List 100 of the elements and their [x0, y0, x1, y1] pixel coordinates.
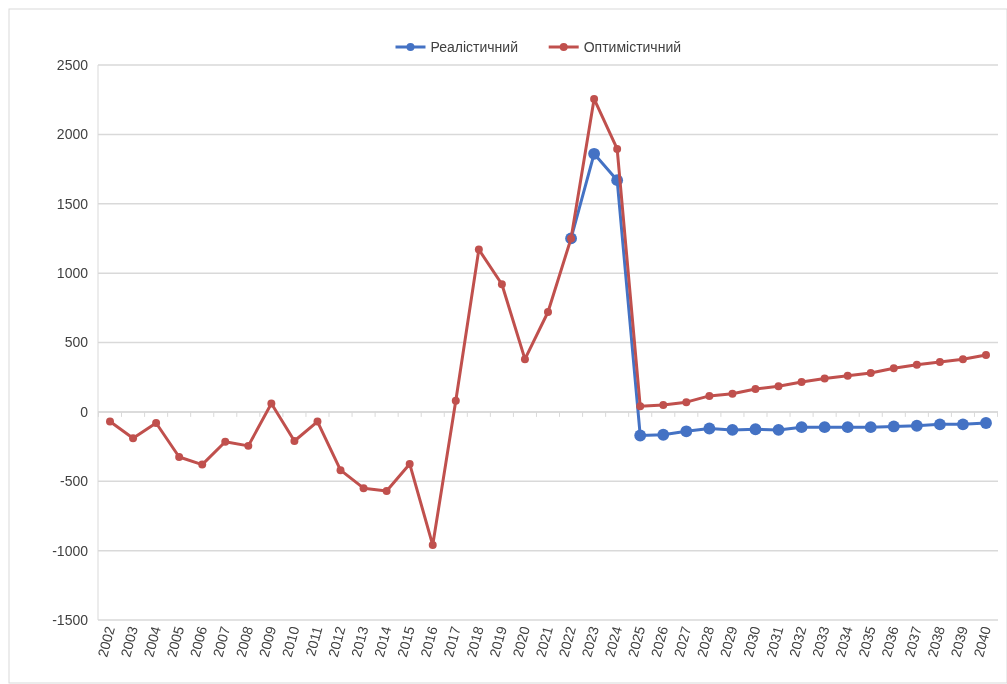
point: [359, 484, 368, 493]
point: [795, 421, 808, 434]
legend-label: Реалістичний: [430, 39, 518, 55]
x-tick-label: 2036: [878, 624, 902, 659]
x-tick-label: 2018: [463, 624, 487, 659]
x-tick-label: 2028: [693, 624, 718, 659]
x-tick-label: 2006: [186, 624, 211, 659]
point: [590, 95, 599, 103]
point: [588, 147, 601, 160]
x-tick-label: 2038: [924, 624, 948, 659]
x-tick-label: 2022: [555, 624, 579, 659]
x-tick-label: 2014: [371, 624, 395, 659]
x-tick-label: 2010: [278, 624, 303, 659]
x-tick-label: 2023: [578, 624, 603, 659]
x-tick-label: 2039: [947, 624, 971, 659]
point: [958, 355, 967, 364]
point: [152, 418, 161, 427]
y-tick-label: 2500: [56, 56, 89, 73]
point: [657, 428, 670, 441]
point: [613, 144, 622, 153]
point: [451, 396, 460, 405]
x-tick-label: 2025: [624, 624, 649, 659]
point: [887, 420, 900, 433]
x-tick-label: 2031: [762, 624, 787, 659]
point: [313, 417, 322, 426]
x-tick-label: 2017: [440, 624, 464, 659]
point: [703, 422, 716, 435]
point: [749, 423, 762, 436]
point: [889, 364, 898, 373]
point: [659, 400, 668, 409]
x-tick-label: 2032: [785, 624, 810, 659]
point: [405, 459, 414, 468]
point: [244, 441, 253, 450]
point: [728, 389, 737, 398]
point: [680, 425, 693, 438]
x-tick-label: 2008: [232, 624, 257, 659]
y-tick-label: -500: [59, 473, 89, 490]
y-tick-label: 1500: [56, 195, 89, 212]
y-tick-label: -1500: [52, 611, 89, 628]
point: [636, 402, 645, 411]
point: [267, 399, 276, 408]
point: [910, 419, 923, 432]
y-tick-label: 500: [64, 334, 89, 351]
point: [774, 382, 783, 391]
y-tick-label: 2000: [56, 126, 89, 143]
point: [474, 245, 483, 254]
point: [982, 351, 990, 359]
x-tick-label: 2009: [255, 624, 280, 659]
x-tick-label: 2004: [140, 624, 165, 659]
legend-label: Оптимістичний: [583, 39, 682, 55]
x-tick-label: 2026: [647, 624, 672, 659]
point: [912, 360, 921, 369]
point: [841, 421, 854, 434]
point: [751, 385, 760, 393]
point: [221, 437, 230, 446]
x-tick-label: 2005: [163, 624, 188, 659]
x-tick-label: 2015: [394, 624, 418, 659]
x-tick-label: 2024: [601, 624, 626, 659]
y-tick-label: 1000: [56, 265, 89, 282]
point: [864, 421, 877, 434]
point: [106, 417, 114, 426]
point: [797, 378, 806, 387]
point: [866, 369, 875, 378]
x-tick-label: 2033: [809, 624, 833, 659]
point: [520, 355, 529, 364]
point: [290, 437, 299, 445]
point: [198, 460, 207, 469]
point: [818, 421, 831, 434]
x-tick-label: 2020: [509, 624, 533, 659]
x-tick-label: 2002: [94, 624, 118, 659]
x-tick-label: 2013: [347, 624, 372, 659]
point: [933, 418, 946, 431]
x-tick-label: 2021: [532, 624, 556, 659]
point: [935, 357, 944, 366]
x-tick-label: 2035: [855, 624, 879, 659]
x-tick-label: 2030: [739, 624, 764, 659]
point: [726, 424, 739, 436]
x-tick-label: 2007: [209, 624, 234, 659]
x-tick-label: 2040: [970, 624, 994, 659]
point: [957, 418, 969, 431]
x-tick-label: 2019: [486, 624, 510, 659]
y-tick-label: 0: [80, 403, 89, 420]
x-tick-label: 2029: [716, 624, 741, 659]
point: [336, 466, 345, 475]
point: [682, 398, 691, 407]
point: [382, 486, 391, 495]
x-tick-label: 2011: [302, 624, 326, 658]
point: [544, 307, 552, 316]
x-tick-label: 2003: [117, 624, 141, 659]
point: [772, 424, 785, 436]
point: [980, 417, 992, 429]
point: [705, 391, 714, 400]
x-tick-label: 2016: [417, 624, 441, 659]
point: [129, 434, 138, 443]
point: [820, 374, 829, 383]
x-tick-label: 2012: [324, 624, 349, 659]
point: [497, 280, 506, 289]
x-tick-label: 2034: [832, 624, 856, 659]
point: [634, 429, 647, 442]
x-tick-label: 2027: [670, 624, 695, 659]
